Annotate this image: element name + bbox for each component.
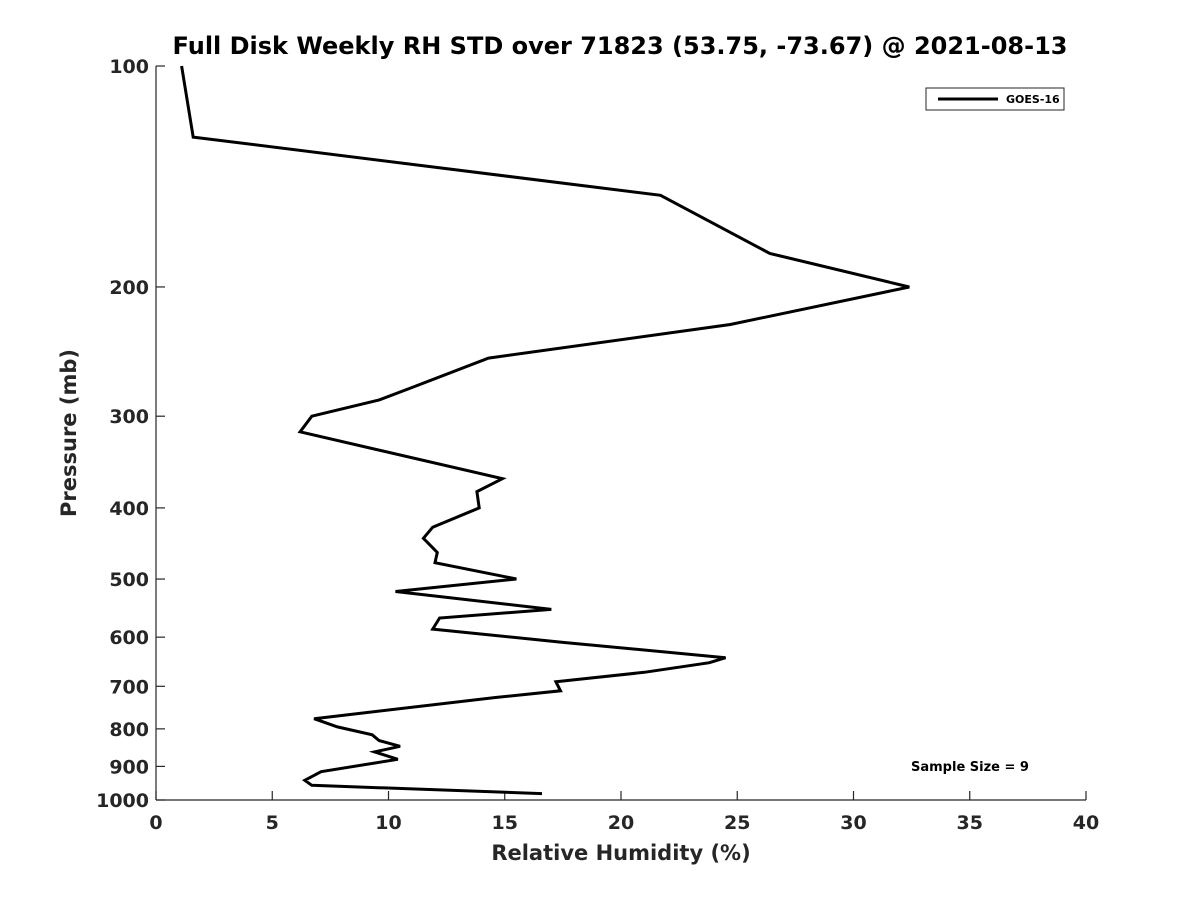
y-tick-label: 200: [109, 277, 149, 299]
y-tick-label: 500: [109, 569, 149, 591]
series-line-0: [180, 65, 910, 796]
x-tick-label: 35: [957, 812, 983, 834]
y-tick-label: 400: [109, 498, 149, 520]
legend: GOES-16: [925, 87, 1065, 111]
y-ticks: 100 200 300 400 500 600 700 800 900 1000: [96, 56, 165, 812]
y-tick-label: 100: [109, 56, 149, 78]
x-tick-label: 25: [724, 812, 750, 834]
chart-title: Full Disk Weekly RH STD over 71823 (53.7…: [173, 32, 1068, 60]
x-tick-label: 30: [840, 812, 866, 834]
y-tick-label: 700: [109, 676, 149, 698]
series-layer: [180, 65, 910, 796]
x-tick-label: 40: [1073, 812, 1099, 834]
x-tick-label: 5: [266, 812, 279, 834]
y-tick-label: 300: [109, 406, 149, 428]
sample-size-annotation: Sample Size = 9: [911, 760, 1029, 775]
y-tick-label: 900: [109, 756, 149, 778]
y-tick-label: 1000: [96, 790, 149, 812]
x-tick-label: 20: [608, 812, 634, 834]
y-tick-label: 600: [109, 627, 149, 649]
x-tick-label: 15: [492, 812, 518, 834]
x-ticks: 0 5 10 15 20 25 30 35 40: [149, 791, 1099, 834]
y-axis-label: Pressure (mb): [57, 349, 81, 517]
legend-entry-label: GOES-16: [1006, 93, 1060, 106]
x-tick-label: 0: [149, 812, 162, 834]
y-tick-label: 800: [109, 719, 149, 741]
axes: [155, 66, 1086, 801]
x-axis-label: Relative Humidity (%): [491, 841, 750, 865]
x-tick-label: 10: [375, 812, 401, 834]
